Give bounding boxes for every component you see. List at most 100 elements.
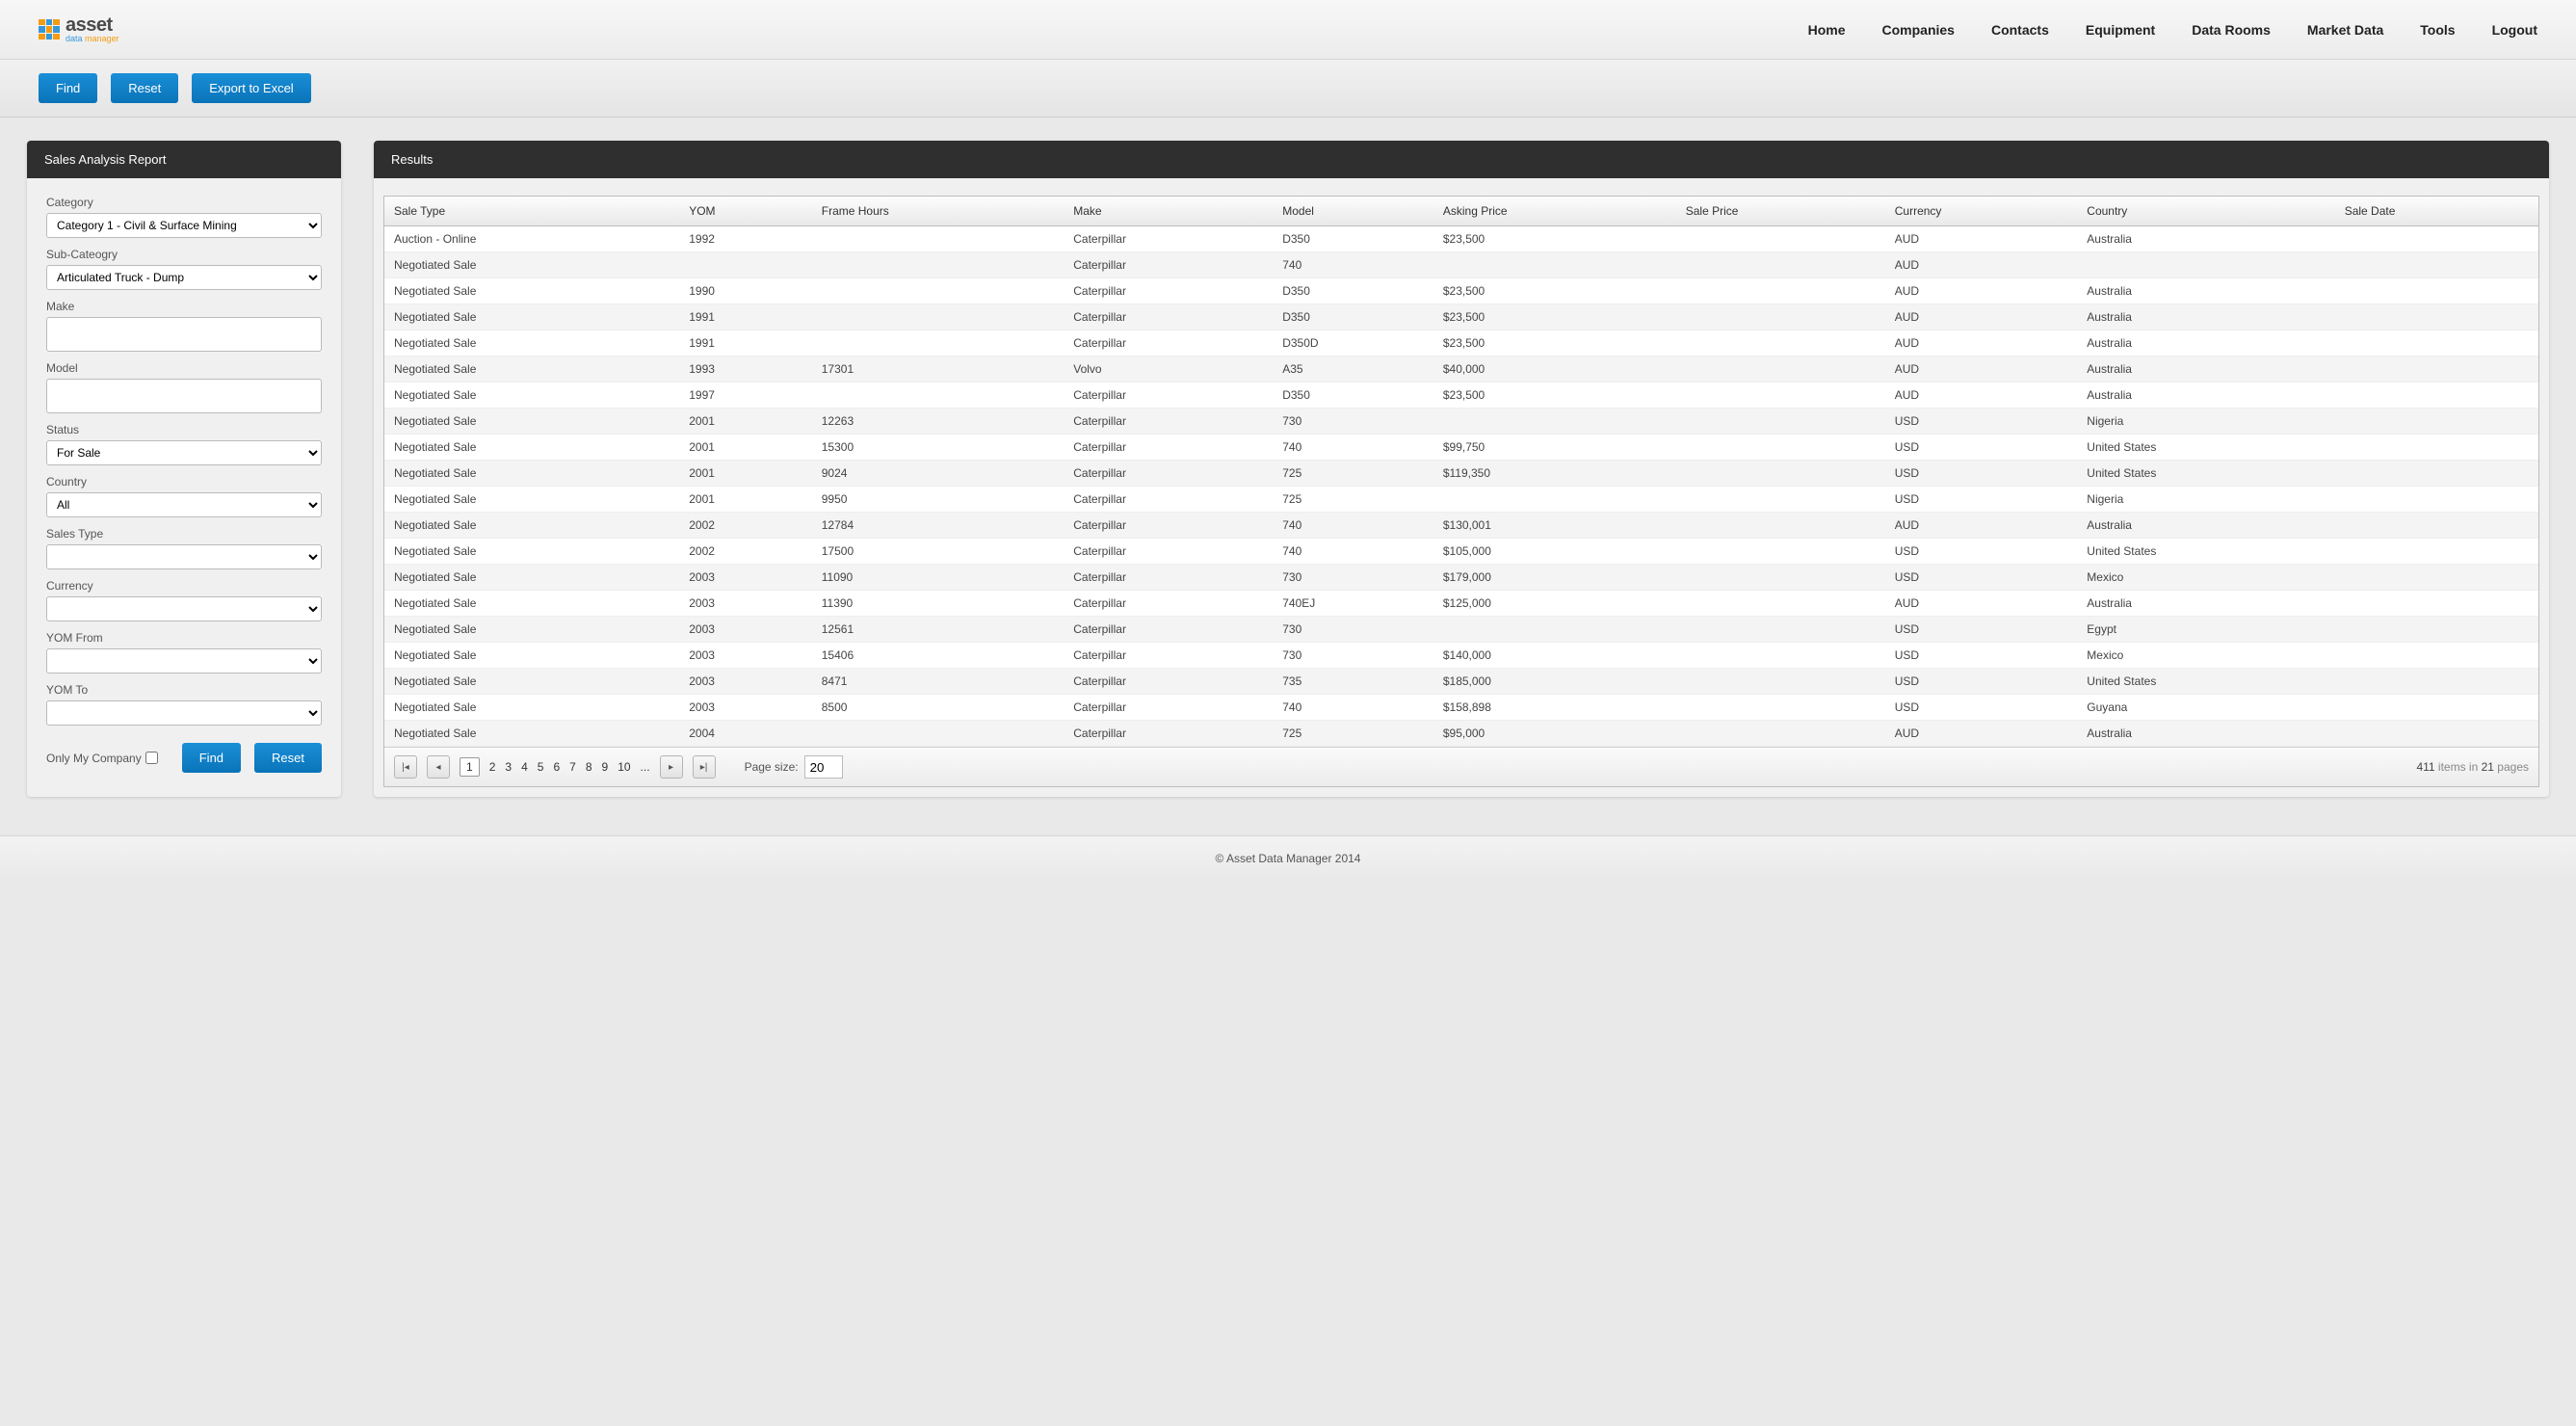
pager-page-5[interactable]: 5 [538, 760, 544, 774]
logo-subtitle: data manager [66, 35, 119, 43]
table-cell: USD [1885, 487, 2078, 513]
table-row[interactable]: Negotiated Sale200212784Caterpillar740$1… [384, 513, 2538, 539]
pager-page-6[interactable]: 6 [553, 760, 560, 774]
col-sale-type[interactable]: Sale Type [384, 197, 679, 226]
only-my-company-checkbox[interactable] [145, 752, 158, 764]
table-row[interactable]: Negotiated Sale1990CaterpillarD350$23,50… [384, 278, 2538, 304]
table-cell: Caterpillar [1064, 304, 1273, 330]
filter-find-button[interactable]: Find [182, 743, 241, 773]
table-row[interactable]: Negotiated Sale200311090Caterpillar730$1… [384, 565, 2538, 591]
table-cell [2335, 330, 2538, 356]
select-subcategory[interactable]: Articulated Truck - Dump [46, 265, 322, 290]
pager-page-...[interactable]: ... [641, 760, 650, 774]
nav-companies[interactable]: Companies [1882, 22, 1955, 38]
pager-page-1[interactable]: 1 [460, 757, 480, 777]
col-country[interactable]: Country [2077, 197, 2334, 226]
pager-first-button[interactable]: |◂ [394, 755, 417, 779]
table-cell: $23,500 [1433, 278, 1676, 304]
page-size-control: Page size: [745, 755, 843, 779]
table-row[interactable]: Negotiated Sale200112263Caterpillar730US… [384, 409, 2538, 435]
col-make[interactable]: Make [1064, 197, 1273, 226]
select-salestype[interactable] [46, 544, 322, 569]
nav-market-data[interactable]: Market Data [2307, 22, 2383, 38]
table-row[interactable]: Negotiated Sale1997CaterpillarD350$23,50… [384, 383, 2538, 409]
find-button[interactable]: Find [39, 73, 97, 103]
table-row[interactable]: Negotiated Sale199317301VolvoA35$40,000A… [384, 356, 2538, 383]
table-row[interactable]: Negotiated Sale1991CaterpillarD350$23,50… [384, 304, 2538, 330]
filter-panel-body: Category Category 1 - Civil & Surface Mi… [27, 178, 341, 796]
pager-page-4[interactable]: 4 [521, 760, 528, 774]
table-row[interactable]: Negotiated Sale200217500Caterpillar740$1… [384, 539, 2538, 565]
pager-page-7[interactable]: 7 [569, 760, 576, 774]
table-row[interactable]: Negotiated SaleCaterpillar740AUD [384, 252, 2538, 278]
nav-data-rooms[interactable]: Data Rooms [2192, 22, 2271, 38]
table-cell: 730 [1273, 617, 1433, 643]
table-row[interactable]: Negotiated Sale1991CaterpillarD350D$23,5… [384, 330, 2538, 356]
select-yomto[interactable] [46, 700, 322, 726]
filter-reset-button[interactable]: Reset [254, 743, 322, 773]
table-row[interactable]: Negotiated Sale20038471Caterpillar735$18… [384, 669, 2538, 695]
table-cell: $158,898 [1433, 695, 1676, 721]
table-cell [1676, 487, 1885, 513]
table-row[interactable]: Negotiated Sale2004Caterpillar725$95,000… [384, 721, 2538, 747]
select-yomfrom[interactable] [46, 648, 322, 673]
nav-logout[interactable]: Logout [2492, 22, 2537, 38]
select-status[interactable]: For Sale [46, 440, 322, 465]
table-cell: 740 [1273, 435, 1433, 461]
pager-next-button[interactable]: ▸ [660, 755, 683, 779]
table-row[interactable]: Negotiated Sale200312561Caterpillar730US… [384, 617, 2538, 643]
logo[interactable]: asset data manager [39, 15, 119, 43]
pager-last-button[interactable]: ▸| [693, 755, 716, 779]
footer: © Asset Data Manager 2014 [0, 835, 2576, 881]
col-sale-date[interactable]: Sale Date [2335, 197, 2538, 226]
results-grid: Sale TypeYOMFrame HoursMakeModelAsking P… [384, 197, 2538, 747]
page-size-input[interactable] [804, 755, 843, 779]
nav-home[interactable]: Home [1808, 22, 1846, 38]
table-cell: United States [2077, 669, 2334, 695]
col-frame-hours[interactable]: Frame Hours [812, 197, 1065, 226]
table-row[interactable]: Auction - Online1992CaterpillarD350$23,5… [384, 226, 2538, 252]
col-sale-price[interactable]: Sale Price [1676, 197, 1885, 226]
col-yom[interactable]: YOM [679, 197, 812, 226]
pager-prev-button[interactable]: ◂ [427, 755, 450, 779]
table-cell [2335, 356, 2538, 383]
table-cell: Mexico [2077, 643, 2334, 669]
col-asking-price[interactable]: Asking Price [1433, 197, 1676, 226]
label-currency: Currency [46, 579, 322, 593]
pager-page-2[interactable]: 2 [489, 760, 496, 774]
table-cell [2335, 643, 2538, 669]
reset-button[interactable]: Reset [111, 73, 178, 103]
nav-tools[interactable]: Tools [2420, 22, 2455, 38]
table-cell [1676, 330, 1885, 356]
table-row[interactable]: Negotiated Sale200311390Caterpillar740EJ… [384, 591, 2538, 617]
export-excel-button[interactable]: Export to Excel [192, 73, 310, 103]
table-row[interactable]: Negotiated Sale200115300Caterpillar740$9… [384, 435, 2538, 461]
table-cell: 725 [1273, 721, 1433, 747]
label-status: Status [46, 423, 322, 436]
pager: |◂ ◂ 123456789 10... ▸ ▸| Page size: [384, 747, 2538, 786]
col-model[interactable]: Model [1273, 197, 1433, 226]
col-currency[interactable]: Currency [1885, 197, 2078, 226]
table-row[interactable]: Negotiated Sale20019024Caterpillar725$11… [384, 461, 2538, 487]
pager-page-9[interactable]: 9 [602, 760, 609, 774]
pager-page-3[interactable]: 3 [505, 760, 512, 774]
select-country[interactable]: All [46, 492, 322, 517]
pager-page-10[interactable]: 10 [618, 760, 630, 774]
pager-page-8[interactable]: 8 [586, 760, 592, 774]
table-row[interactable]: Negotiated Sale20038500Caterpillar740$15… [384, 695, 2538, 721]
select-category[interactable]: Category 1 - Civil & Surface Mining [46, 213, 322, 238]
input-make[interactable] [46, 317, 322, 352]
table-cell: Caterpillar [1064, 409, 1273, 435]
table-row[interactable]: Negotiated Sale200315406Caterpillar730$1… [384, 643, 2538, 669]
table-row[interactable]: Negotiated Sale20019950Caterpillar725USD… [384, 487, 2538, 513]
nav-equipment[interactable]: Equipment [2086, 22, 2155, 38]
table-cell: Negotiated Sale [384, 409, 679, 435]
input-model[interactable] [46, 379, 322, 413]
nav-contacts[interactable]: Contacts [1991, 22, 2049, 38]
select-currency[interactable] [46, 596, 322, 621]
table-cell: Negotiated Sale [384, 383, 679, 409]
table-cell [2335, 591, 2538, 617]
table-cell: 12784 [812, 513, 1065, 539]
filter-panel-title: Sales Analysis Report [27, 141, 341, 178]
table-cell: Negotiated Sale [384, 278, 679, 304]
